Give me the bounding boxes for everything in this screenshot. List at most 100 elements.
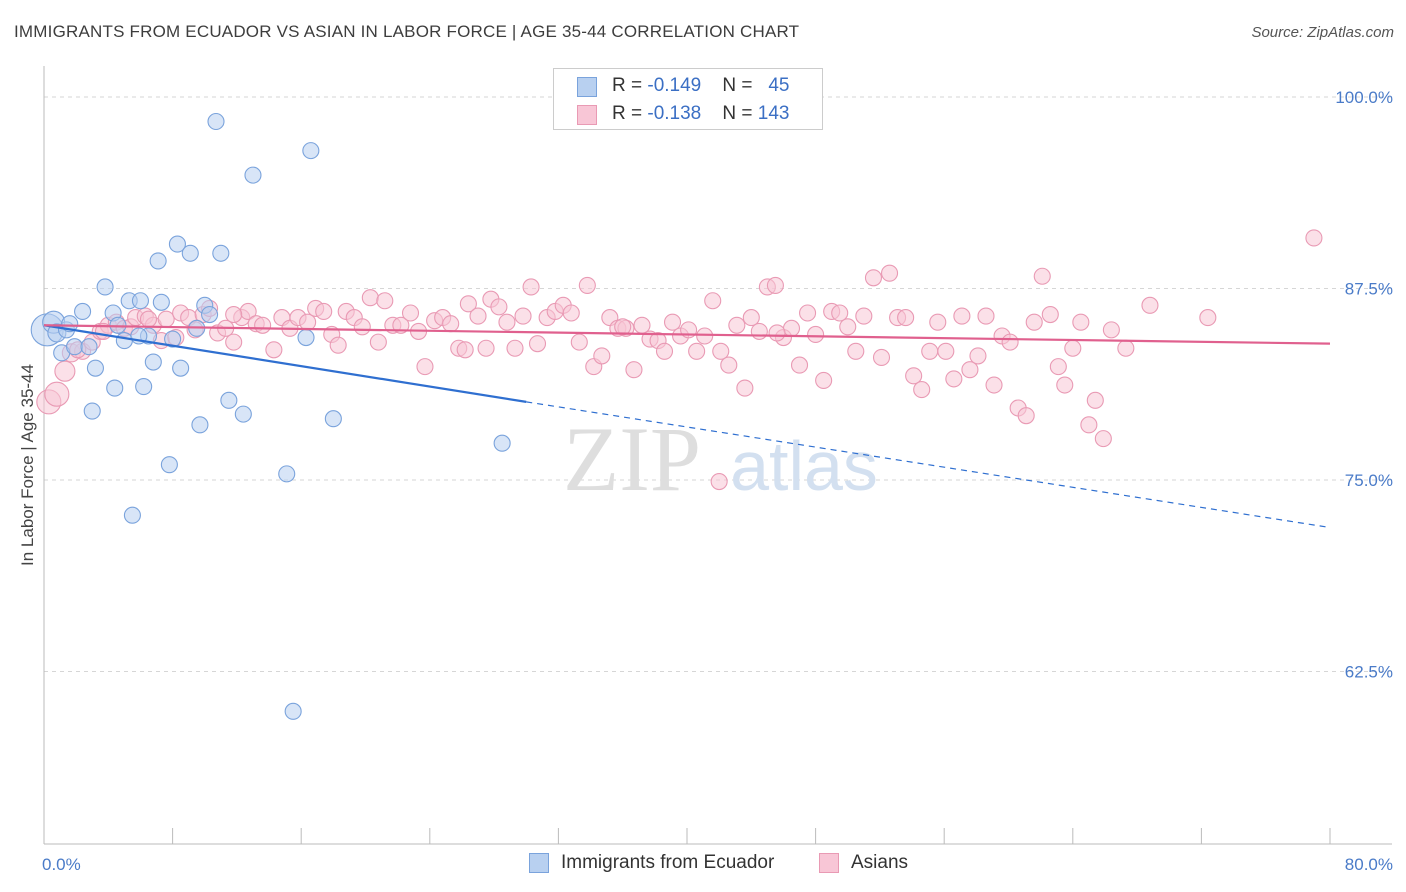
asians-point <box>506 339 524 357</box>
ecuador-trend-extension <box>526 401 1331 529</box>
stats-r-value-asians: -0.138 <box>647 103 702 124</box>
asians-point <box>872 348 891 366</box>
asians-point <box>562 304 580 322</box>
ecuador-point <box>297 328 315 347</box>
asians-point <box>329 336 347 354</box>
source-credit: Source: ZipAtlas.com <box>1251 24 1394 41</box>
ecuador-point <box>168 235 186 253</box>
asians-point <box>469 307 487 325</box>
asians-point <box>593 347 611 365</box>
asians-point <box>953 307 971 325</box>
asians-point <box>369 333 387 351</box>
ecuador-point <box>191 416 209 434</box>
legend-item-asians[interactable]: Asians <box>819 852 908 874</box>
asians-point <box>720 356 738 374</box>
asians-point <box>742 309 760 327</box>
ecuador-point <box>123 506 141 524</box>
asians-point <box>799 304 817 322</box>
asians-point <box>522 278 540 296</box>
stats-r-value-ecuador: -0.149 <box>647 75 702 96</box>
asians-point <box>570 333 588 351</box>
asians-point <box>1094 430 1112 448</box>
watermark-zip: ZIP <box>563 408 701 510</box>
ecuador-point <box>324 410 342 428</box>
asians-point <box>1086 391 1104 409</box>
chart-title: IMMIGRANTS FROM ECUADOR VS ASIAN IN LABO… <box>14 22 800 41</box>
asians-point <box>712 342 730 360</box>
asians-point <box>514 307 532 325</box>
gridlines <box>44 96 1392 672</box>
asians-point <box>44 381 70 407</box>
asians-point <box>353 318 371 336</box>
asians-point <box>401 304 420 322</box>
asians-point <box>477 339 495 357</box>
legend-swatch-asians <box>819 853 839 873</box>
asians-trend-line <box>43 324 1331 345</box>
asians-point <box>710 472 728 491</box>
ecuador-point <box>212 244 230 262</box>
asians-point <box>578 276 596 294</box>
asians-point <box>1080 416 1098 434</box>
asians-point <box>839 318 857 336</box>
ecuador-point <box>244 166 262 184</box>
stats-r-label: R = <box>612 75 648 96</box>
asians-point <box>254 316 272 334</box>
asians-point <box>905 367 923 385</box>
asians-point <box>1305 229 1323 247</box>
asians-point <box>1141 296 1159 314</box>
asians-point <box>1025 313 1043 331</box>
stats-n-value-asians: 143 <box>757 103 790 124</box>
x-tick-label: 80.0% <box>1345 855 1393 874</box>
asians-point <box>225 305 243 324</box>
stats-n-value-ecuador: 45 <box>768 75 790 96</box>
legend: Immigrants from Ecuador Asians <box>0 852 1406 880</box>
ecuador-point <box>149 252 167 270</box>
y-tick-label: 75.0% <box>1345 471 1393 490</box>
asians-point <box>985 376 1003 394</box>
stats-swatch-asians <box>577 105 597 125</box>
asians-point <box>139 310 158 328</box>
ecuador-point <box>74 302 92 321</box>
asians-point <box>655 342 674 360</box>
asians-point <box>1049 358 1067 376</box>
axes <box>43 66 1392 845</box>
asians-point <box>807 325 825 344</box>
asians-point <box>1001 333 1019 351</box>
ecuador-point <box>172 359 190 377</box>
legend-swatch-ecuador <box>529 853 549 873</box>
ecuador-point <box>65 338 84 356</box>
legend-item-ecuador[interactable]: Immigrants from Ecuador <box>529 852 774 874</box>
tick-labels: 100.0% 87.5% 75.0% 62.5% 0.0% 80.0% <box>42 88 1393 874</box>
asians-point <box>416 358 434 376</box>
asians-point <box>831 304 849 322</box>
asians-point <box>1102 321 1120 339</box>
asians-point <box>937 342 955 360</box>
ecuador-points <box>30 112 511 720</box>
asians-point <box>361 289 379 307</box>
ecuador-point <box>278 465 296 483</box>
ecuador-point <box>80 338 98 356</box>
asians-point <box>1033 267 1051 285</box>
asians-point <box>376 292 394 310</box>
asians-point <box>663 313 682 331</box>
stats-swatch-ecuador <box>577 77 597 97</box>
asians-point <box>961 361 979 379</box>
asians-point <box>1017 407 1035 425</box>
asians-point <box>977 307 995 325</box>
watermark: ZIP atlas <box>563 408 878 510</box>
asians-point <box>880 264 899 282</box>
ecuador-point <box>164 330 182 348</box>
asians-point <box>315 302 333 321</box>
asians-point <box>913 381 931 399</box>
asians-point <box>768 324 786 342</box>
asians-point <box>929 313 947 331</box>
ecuador-point <box>152 293 170 311</box>
asians-point <box>855 307 873 325</box>
asians-point <box>490 298 508 316</box>
ecuador-point <box>220 391 238 409</box>
ecuador-point <box>302 142 320 160</box>
ecuador-point <box>86 359 104 377</box>
asians-point <box>782 319 801 337</box>
asians-point <box>790 356 809 374</box>
